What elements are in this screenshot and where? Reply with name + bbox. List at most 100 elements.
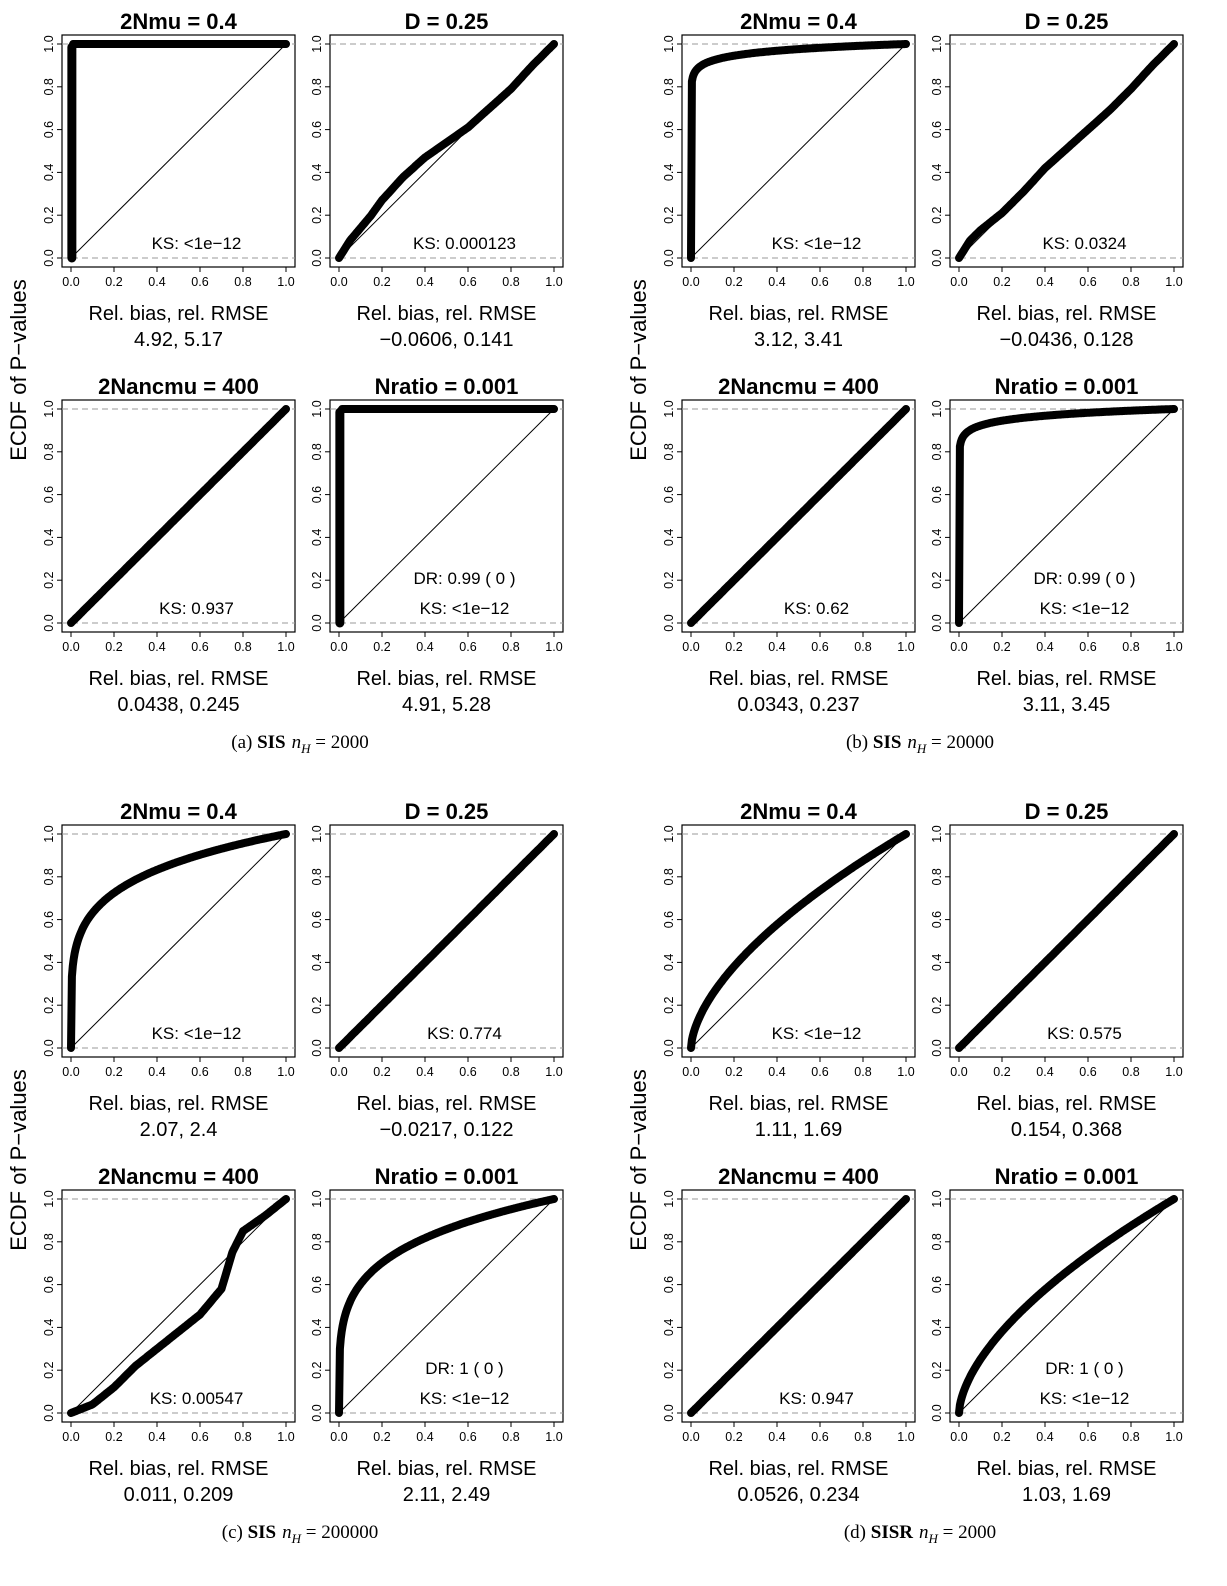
diagonal-reference-line bbox=[70, 1198, 287, 1414]
x-tick-label: 0.2 bbox=[105, 1430, 122, 1444]
panel: 2Nmu = 0.4 0.0 0.2 0.4 0.6 0.8 1.0 0.0 0.2 0.4 0.6… bbox=[662, 9, 916, 351]
y-tick-label: 0.8 bbox=[930, 78, 944, 95]
ecdf-point bbox=[282, 40, 290, 48]
x-tick-label: 0.0 bbox=[62, 1430, 79, 1444]
ecdf-point bbox=[1030, 1295, 1039, 1303]
caption-variable: n bbox=[919, 1522, 929, 1543]
y-axis-label: ECDF of P−values bbox=[6, 1069, 31, 1251]
ecdf-point bbox=[1116, 1229, 1125, 1237]
ecdf-point bbox=[794, 45, 803, 53]
panel: Nratio = 0.001 0.0 0.2 0.4 0.6 0.8 1.0 0.0 0.2 0.… bbox=[310, 374, 564, 716]
x-tick-label: 0.4 bbox=[148, 1065, 165, 1079]
y-tick-label: 0.0 bbox=[930, 1039, 944, 1056]
x-tick-label: 0.4 bbox=[1036, 275, 1053, 289]
ecdf-point bbox=[762, 47, 771, 56]
ks-annotation: KS: <1e−12 bbox=[420, 599, 510, 618]
ks-annotation: KS: <1e−12 bbox=[1040, 599, 1130, 618]
y-tick-label: 0.4 bbox=[310, 1319, 324, 1336]
x-tick-label: 0.6 bbox=[459, 640, 476, 654]
ks-annotation: KS: 0.947 bbox=[779, 1389, 854, 1408]
stat-label: Rel. bias, rel. RMSE bbox=[356, 1458, 536, 1480]
y-tick-label: 0.8 bbox=[310, 443, 324, 460]
x-tick-label: 0.6 bbox=[1079, 640, 1096, 654]
stat-values: 4.91, 5.28 bbox=[402, 694, 491, 716]
x-tick-label: 0.8 bbox=[502, 1430, 519, 1444]
x-tick-label: 0.4 bbox=[148, 1430, 165, 1444]
panel: 2Nancmu = 400 0.0 0.2 0.4 0.6 0.8 1.0 0.0 0.2 0.4… bbox=[42, 374, 296, 716]
caption-method: SIS bbox=[257, 732, 286, 753]
x-tick-label: 0.0 bbox=[330, 275, 347, 289]
caption-subscript: H bbox=[300, 741, 311, 756]
ecdf-curve bbox=[955, 40, 1178, 262]
caption-method: SIS bbox=[873, 732, 902, 753]
ecdf-point bbox=[1170, 830, 1178, 838]
y-tick-label: 1.0 bbox=[42, 35, 56, 52]
ks-annotation: KS: 0.000123 bbox=[413, 234, 516, 253]
y-tick-label: 1.0 bbox=[662, 35, 676, 52]
ecdf-point bbox=[1170, 1195, 1178, 1203]
subfigure-caption: (b) SIS nH = 20000 bbox=[846, 732, 994, 756]
ecdf-point bbox=[442, 1225, 451, 1234]
x-tick-label: 0.6 bbox=[811, 1430, 828, 1444]
x-tick-label: 0.6 bbox=[811, 275, 828, 289]
ecdf-point bbox=[1062, 1268, 1071, 1276]
x-tick-label: 0.8 bbox=[854, 1065, 871, 1079]
y-tick-label: 0.0 bbox=[662, 1039, 676, 1056]
ecdf-point bbox=[282, 405, 290, 413]
y-tick-label: 0.2 bbox=[662, 571, 676, 588]
y-tick-label: 0.2 bbox=[662, 1361, 676, 1378]
ecdf-point bbox=[762, 930, 771, 938]
panel: D = 0.25 0.0 0.2 0.4 0.6 0.8 1.0 0.0 0.2 0.4 0.6 0.… bbox=[310, 9, 564, 351]
ecdf-point bbox=[848, 42, 857, 50]
y-tick-label: 0.8 bbox=[42, 1233, 56, 1250]
ks-annotation: KS: 0.774 bbox=[427, 1024, 502, 1043]
y-tick-label: 1.0 bbox=[42, 1190, 56, 1207]
stat-label: Rel. bias, rel. RMSE bbox=[976, 668, 1156, 690]
x-tick-label: 0.4 bbox=[768, 275, 785, 289]
ks-annotation: KS: 0.937 bbox=[159, 599, 234, 618]
x-tick-label: 0.4 bbox=[416, 1065, 433, 1079]
stat-values: −0.0217, 0.122 bbox=[379, 1119, 513, 1141]
panel-title: D = 0.25 bbox=[405, 799, 489, 824]
ecdf-point bbox=[1170, 40, 1178, 48]
plot-frame bbox=[681, 34, 916, 268]
caption-value: = 200000 bbox=[301, 1522, 378, 1543]
y-tick-label: 0.0 bbox=[42, 249, 56, 266]
ks-annotation: KS: 0.00547 bbox=[150, 1389, 244, 1408]
dr-annotation: DR: 1 ( 0 ) bbox=[425, 1359, 503, 1378]
caption-prefix: (d) bbox=[844, 1522, 871, 1543]
panel-title: Nratio = 0.001 bbox=[375, 1164, 519, 1189]
stat-label: Rel. bias, rel. RMSE bbox=[356, 668, 536, 690]
x-tick-label: 0.8 bbox=[854, 640, 871, 654]
plot-frame bbox=[329, 1189, 564, 1423]
y-tick-label: 0.2 bbox=[42, 206, 56, 223]
subfigure-c: 2Nmu = 0.4 0.0 0.2 0.4 0.6 0.8 1.0 0.0 0.2 0.4 0.6… bbox=[6, 799, 564, 1546]
x-tick-label: 0.4 bbox=[416, 1430, 433, 1444]
diagonal-reference-line bbox=[958, 1198, 1175, 1414]
panel-title: Nratio = 0.001 bbox=[375, 374, 519, 399]
x-tick-label: 1.0 bbox=[545, 1065, 562, 1079]
x-tick-label: 0.2 bbox=[993, 640, 1010, 654]
x-tick-label: 1.0 bbox=[545, 275, 562, 289]
x-tick-label: 0.6 bbox=[811, 1065, 828, 1079]
y-tick-label: 0.4 bbox=[930, 954, 944, 971]
caption-subscript: H bbox=[916, 741, 927, 756]
x-tick-label: 0.4 bbox=[1036, 1430, 1053, 1444]
x-tick-label: 0.2 bbox=[993, 275, 1010, 289]
x-tick-label: 0.2 bbox=[725, 1430, 742, 1444]
diagonal-reference-line bbox=[690, 833, 907, 1049]
x-tick-label: 0.2 bbox=[993, 1065, 1010, 1079]
y-tick-label: 0.0 bbox=[310, 1404, 324, 1421]
ecdf-point bbox=[282, 1195, 290, 1203]
stat-label: Rel. bias, rel. RMSE bbox=[88, 1458, 268, 1480]
stat-values: 0.0343, 0.237 bbox=[737, 694, 859, 716]
panel: 2Nancmu = 400 0.0 0.2 0.4 0.6 0.8 1.0 0.0 0.2 0.4… bbox=[42, 1164, 296, 1506]
panel: 2Nmu = 0.4 0.0 0.2 0.4 0.6 0.8 1.0 0.0 0.2 0.4 0.6… bbox=[42, 799, 296, 1141]
ecdf-point bbox=[282, 830, 290, 838]
diagonal-reference-line bbox=[70, 43, 287, 259]
y-tick-label: 0.6 bbox=[930, 486, 944, 503]
x-tick-label: 0.6 bbox=[1079, 275, 1096, 289]
stat-label: Rel. bias, rel. RMSE bbox=[88, 1093, 268, 1115]
x-tick-label: 0.4 bbox=[148, 275, 165, 289]
subfigure-caption: (a) SIS nH = 2000 bbox=[231, 732, 368, 756]
